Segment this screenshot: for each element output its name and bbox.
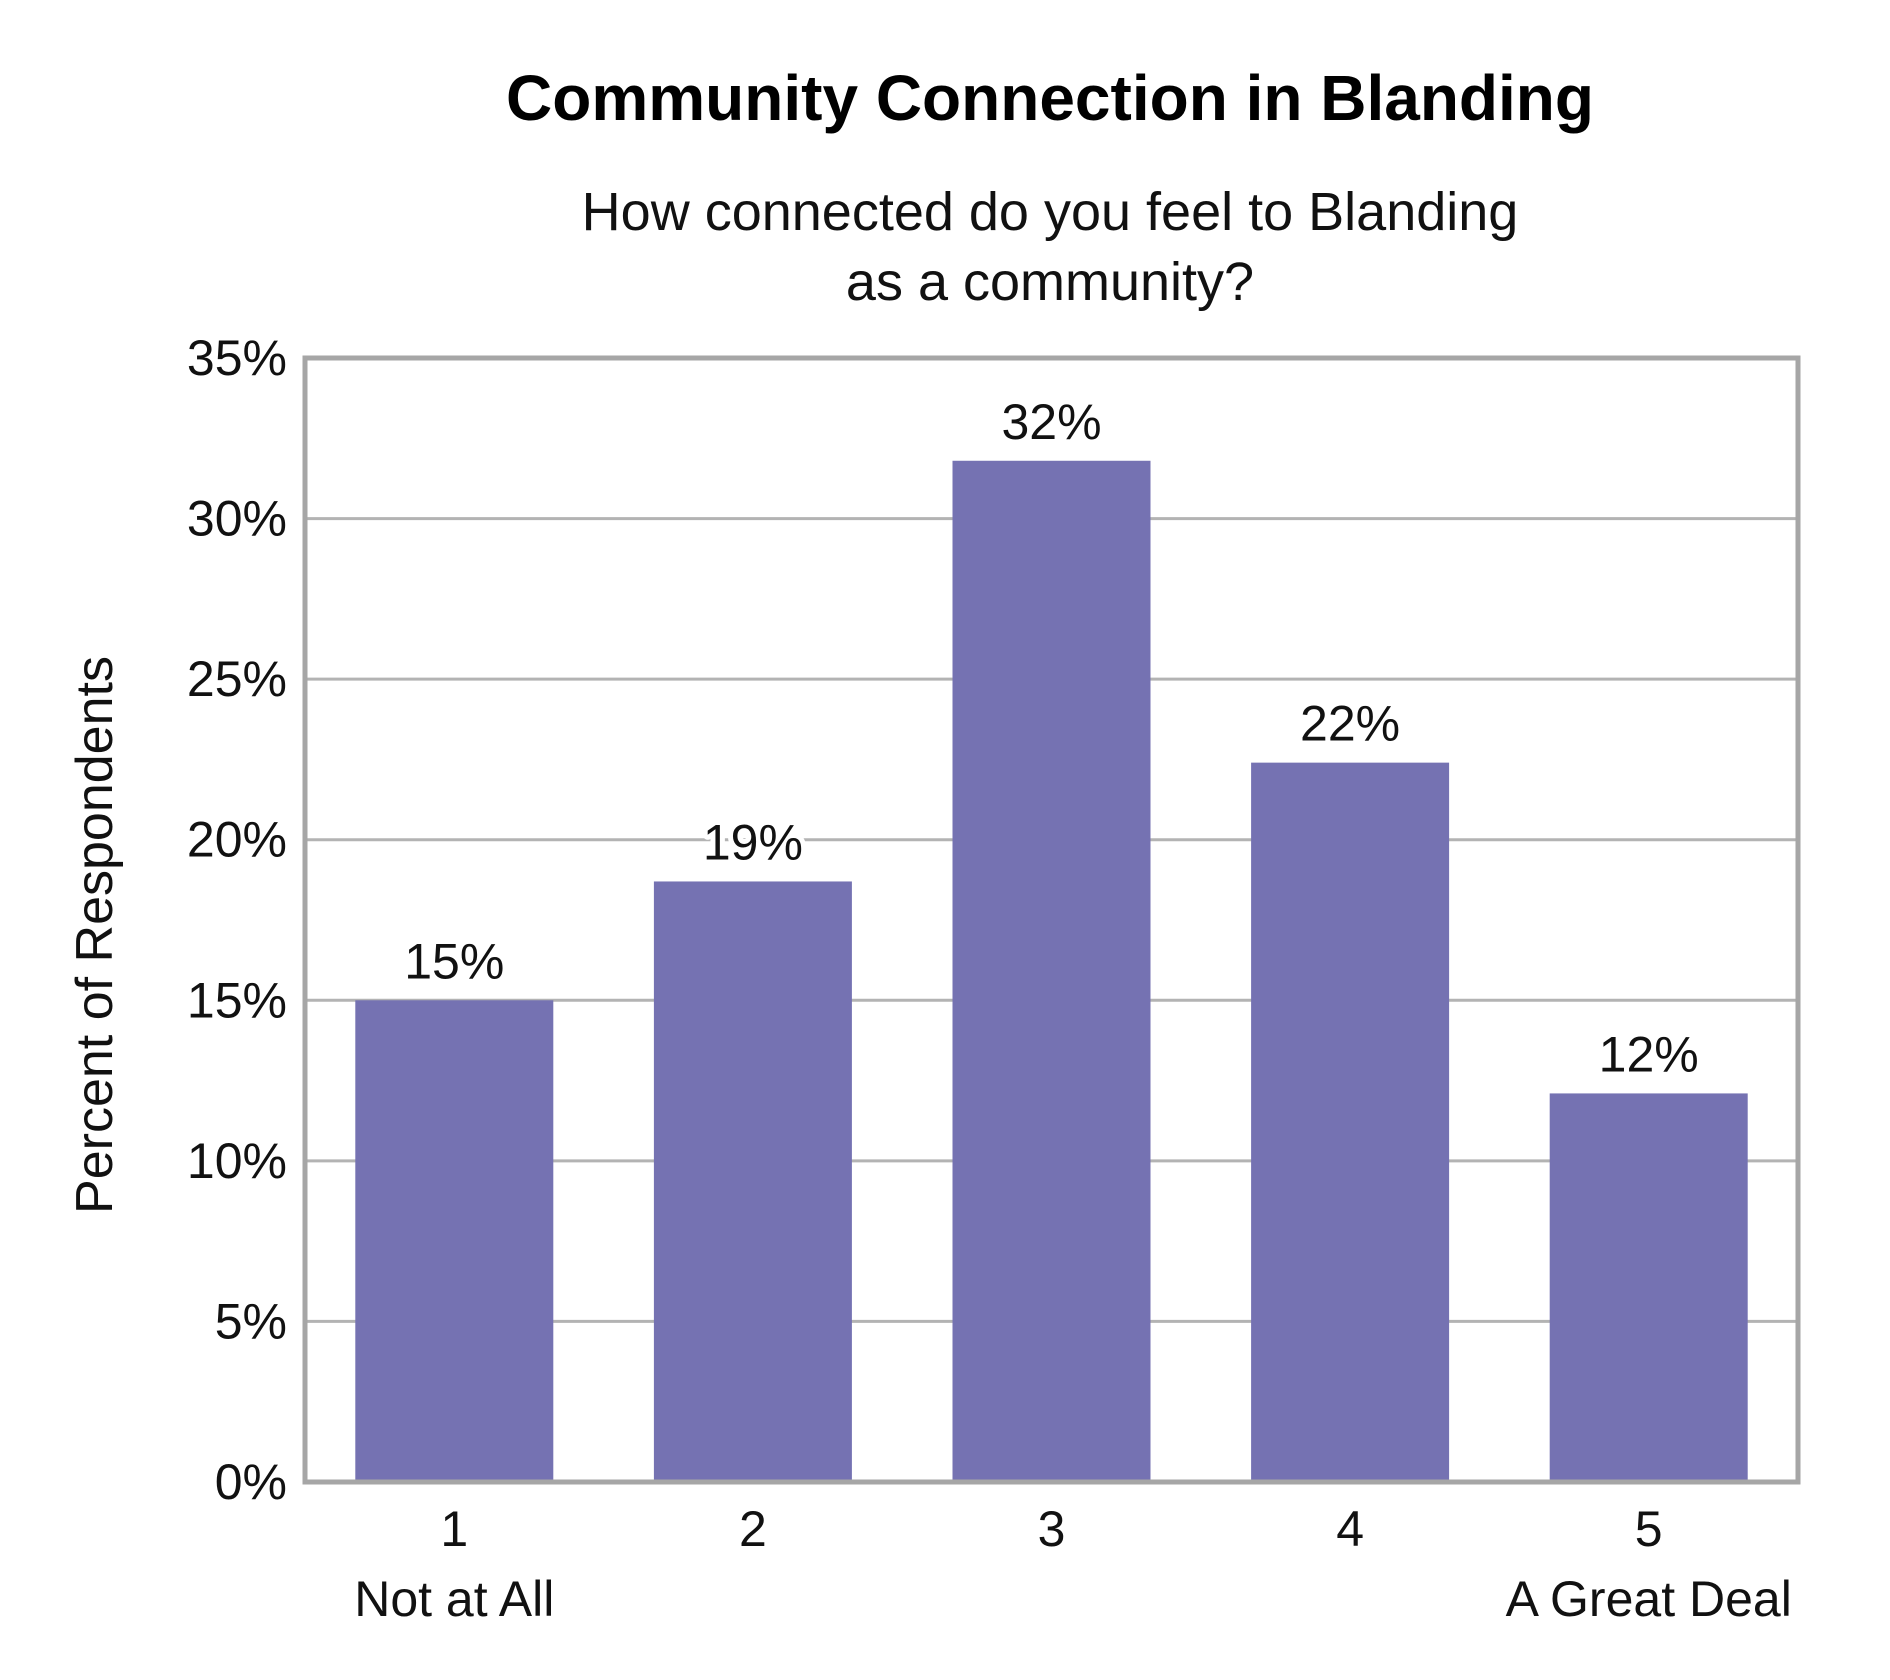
bars xyxy=(355,460,1748,1482)
x-tick-sublabel: A Great Deal xyxy=(1506,1571,1792,1627)
data-label: 15% xyxy=(404,933,504,989)
data-label: 19% xyxy=(703,814,803,870)
y-tick-label: 5% xyxy=(215,1293,287,1349)
y-tick-label: 0% xyxy=(215,1454,287,1510)
x-tick-label: 2 xyxy=(739,1501,767,1557)
x-tick-sublabel: Not at All xyxy=(354,1571,554,1627)
chart-subtitle-line-1: How connected do you feel to Blanding xyxy=(582,182,1519,242)
bar-2 xyxy=(653,881,852,1482)
chart-subtitle-line-2: as a community? xyxy=(846,252,1254,312)
x-tick-labels: 1 Not at All 2 3 4 5 A Great Deal xyxy=(354,1501,1792,1627)
bar-3 xyxy=(952,460,1151,1482)
x-tick-label: 3 xyxy=(1038,1501,1066,1557)
data-label: 12% xyxy=(1599,1026,1699,1082)
data-labels: 15% 19% 32% 22% 12% xyxy=(399,389,1703,1088)
x-tick-label: 4 xyxy=(1336,1501,1364,1557)
y-tick-label: 20% xyxy=(187,812,287,868)
y-tick-label: 15% xyxy=(187,972,287,1028)
y-tick-labels: 0% 5% 10% 15% 20% 25% 30% 35% xyxy=(187,330,287,1510)
chart-title: Community Connection in Blanding xyxy=(506,62,1594,134)
bar-1 xyxy=(355,1000,554,1482)
y-tick-label: 25% xyxy=(187,651,287,707)
y-tick-label: 30% xyxy=(187,491,287,547)
data-label: 32% xyxy=(1001,394,1101,450)
plot-frame xyxy=(302,355,1801,1485)
data-label: 22% xyxy=(1300,696,1400,752)
y-tick-label: 35% xyxy=(187,330,287,386)
bar-5 xyxy=(1549,1093,1748,1482)
bar-4 xyxy=(1251,762,1450,1482)
y-tick-label: 10% xyxy=(187,1133,287,1189)
x-tick-label: 1 xyxy=(440,1501,468,1557)
y-axis-label: Percent of Respondents xyxy=(66,656,124,1214)
x-tick-label: 5 xyxy=(1635,1501,1663,1557)
